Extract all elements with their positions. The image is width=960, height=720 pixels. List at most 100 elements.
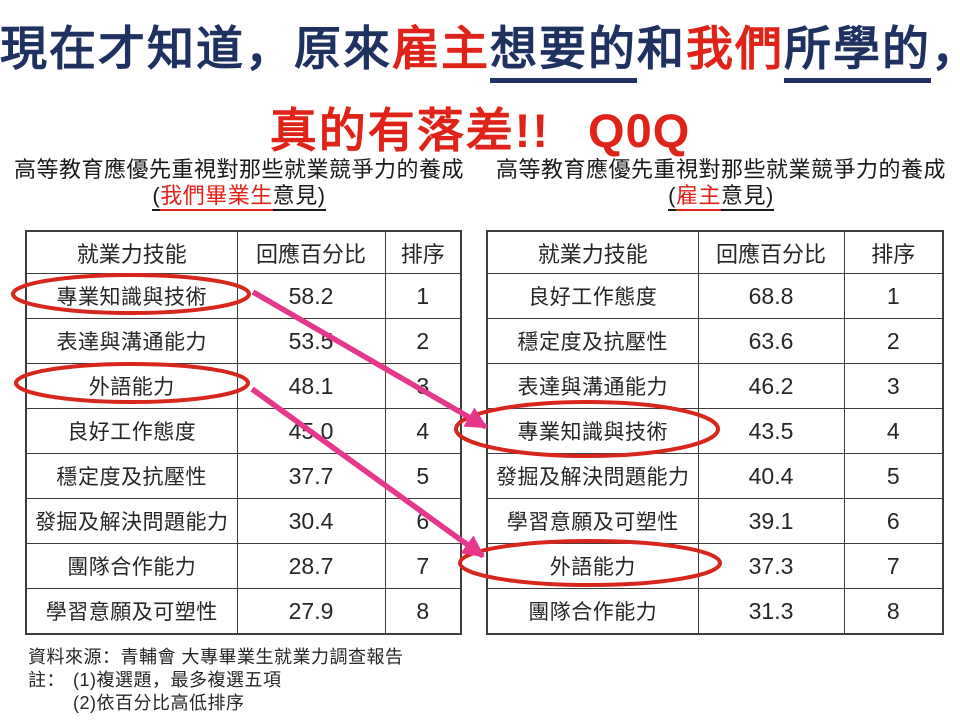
percent-cell: 30.4 xyxy=(236,498,386,544)
table-row: 表達與溝通能力 46.2 3 xyxy=(486,363,944,409)
title-text: 現在才知道，原來 xyxy=(0,22,392,75)
rank-cell: 7 xyxy=(384,543,462,589)
percent-cell: 31.3 xyxy=(697,588,845,635)
skill-cell: 專業知識與技術 xyxy=(486,408,699,454)
skill-cell: 發掘及解決問題能力 xyxy=(25,498,238,544)
column-header-skill: 就業力技能 xyxy=(486,230,699,274)
column-header-skill: 就業力技能 xyxy=(25,230,238,274)
percent-cell: 37.3 xyxy=(697,543,845,589)
skill-cell: 發掘及解決問題能力 xyxy=(486,453,699,499)
rank-cell: 2 xyxy=(843,318,944,364)
percent-cell: 68.8 xyxy=(697,273,845,319)
note-row: 註： (1)複選題，最多複選五項 (2)依百分比高低排序 xyxy=(28,669,404,715)
table-row: 發掘及解決問題能力 30.4 6 xyxy=(25,498,462,544)
skill-cell: 學習意願及可塑性 xyxy=(486,498,699,544)
rank-cell: 1 xyxy=(843,273,944,319)
skill-cell: 團隊合作能力 xyxy=(25,543,238,589)
skill-cell: 表達與溝通能力 xyxy=(486,363,699,409)
right-table-heading: 高等教育應優先重視對那些就業競爭力的養成 (雇主意見) xyxy=(482,157,960,211)
title-gap-text: 真的有落差!! xyxy=(269,104,551,157)
footer-notes: 資料來源：青輔會 大專畢業生就業力調查報告 註： (1)複選題，最多複選五項 (… xyxy=(28,646,404,715)
percent-cell: 40.4 xyxy=(697,453,845,499)
note-label: 註： xyxy=(28,670,65,690)
table-row: 團隊合作能力 28.7 7 xyxy=(25,543,462,589)
skill-cell: 專業知識與技術 xyxy=(25,273,238,319)
column-header-percent: 回應百分比 xyxy=(697,230,845,274)
skill-cell: 學習意願及可塑性 xyxy=(25,588,238,635)
column-header-rank: 排序 xyxy=(384,230,462,274)
table-row: 團隊合作能力 31.3 8 xyxy=(486,588,944,635)
left-table-heading: 高等教育應優先重視對那些就業競爭力的養成 (我們畢業生意見) xyxy=(0,157,478,211)
table-row: 穩定度及抗壓性 37.7 5 xyxy=(25,453,462,499)
table-row: 外語能力 37.3 7 xyxy=(486,543,944,589)
rank-cell: 2 xyxy=(384,318,462,364)
title-text-and: 和 xyxy=(637,22,686,75)
table-row: 專業知識與技術 43.5 4 xyxy=(486,408,944,454)
right-heading-rest: 意見) xyxy=(721,183,774,211)
rank-cell: 5 xyxy=(384,453,462,499)
title-text-learned: 所學的 xyxy=(784,22,931,83)
left-heading-highlight: 我們畢業生 xyxy=(160,183,273,211)
table-row: 良好工作態度 45.0 4 xyxy=(25,408,462,454)
table-header-row: 就業力技能 回應百分比 排序 xyxy=(25,230,462,274)
employers-table: 就業力技能 回應百分比 排序 良好工作態度 68.8 1 穩定度及抗壓性 63.6 2 … xyxy=(486,230,944,635)
rank-cell: 3 xyxy=(843,363,944,409)
table-row: 發掘及解決問題能力 40.4 5 xyxy=(486,453,944,499)
table-row: 外語能力 48.1 3 xyxy=(25,363,462,409)
percent-cell: 58.2 xyxy=(236,273,386,319)
rank-cell: 4 xyxy=(843,408,944,454)
percent-cell: 53.5 xyxy=(236,318,386,364)
right-heading-highlight: 雇主 xyxy=(675,183,721,211)
note-line-1: (1)複選題，最多複選五項 xyxy=(73,670,282,690)
right-paren-open: ( xyxy=(668,183,676,211)
left-paren-open: ( xyxy=(152,183,161,211)
skill-cell: 良好工作態度 xyxy=(25,408,238,454)
percent-cell: 39.1 xyxy=(697,498,845,544)
table-row: 學習意願及可塑性 39.1 6 xyxy=(486,498,944,544)
percent-cell: 48.1 xyxy=(236,363,386,409)
skill-cell: 外語能力 xyxy=(486,543,699,589)
slide-title-line2: 真的有落差!! Q0Q xyxy=(0,92,960,161)
rank-cell: 3 xyxy=(384,363,462,409)
percent-cell: 27.9 xyxy=(236,588,386,635)
note-body: (1)複選題，最多複選五項 (2)依百分比高低排序 xyxy=(73,669,282,715)
table-row: 專業知識與技術 58.2 1 xyxy=(25,273,462,319)
right-heading-line1: 高等教育應優先重視對那些就業競爭力的養成 xyxy=(495,157,946,182)
rank-cell: 5 xyxy=(843,453,944,499)
percent-cell: 43.5 xyxy=(697,408,845,454)
left-heading-line2: (我們畢業生意見) xyxy=(0,183,478,211)
percent-cell: 46.2 xyxy=(697,363,845,409)
note-line-2: (2)依百分比高低排序 xyxy=(73,693,245,713)
right-heading-line2: (雇主意見) xyxy=(482,183,960,211)
left-heading-rest: 意見) xyxy=(272,183,326,211)
table-row: 表達與溝通能力 53.5 2 xyxy=(25,318,462,364)
table-row: 學習意願及可塑性 27.9 8 xyxy=(25,588,462,635)
percent-cell: 45.0 xyxy=(236,408,386,454)
percent-cell: 37.7 xyxy=(236,453,386,499)
rank-cell: 8 xyxy=(843,588,944,635)
column-header-percent: 回應百分比 xyxy=(236,230,386,274)
title-emoticon: Q0Q xyxy=(588,104,691,157)
rank-cell: 7 xyxy=(843,543,944,589)
rank-cell: 4 xyxy=(384,408,462,454)
title-text-employer: 雇主 xyxy=(392,22,490,75)
title-text-we: 我們 xyxy=(686,22,784,75)
percent-cell: 28.7 xyxy=(236,543,386,589)
percent-cell: 63.6 xyxy=(697,318,845,364)
data-source-line: 資料來源：青輔會 大專畢業生就業力調查報告 xyxy=(28,647,404,667)
rank-cell: 6 xyxy=(843,498,944,544)
rank-cell: 8 xyxy=(384,588,462,635)
skill-cell: 穩定度及抗壓性 xyxy=(25,453,238,499)
column-header-rank: 排序 xyxy=(843,230,944,274)
title-text-wanted: 想要的 xyxy=(490,22,637,83)
rank-cell: 1 xyxy=(384,273,462,319)
rank-cell: 6 xyxy=(384,498,462,544)
skill-cell: 外語能力 xyxy=(25,363,238,409)
title-text-comma: ， xyxy=(931,22,960,75)
table-row: 良好工作態度 68.8 1 xyxy=(486,273,944,319)
table-row: 穩定度及抗壓性 63.6 2 xyxy=(486,318,944,364)
skill-cell: 良好工作態度 xyxy=(486,273,699,319)
skill-cell: 表達與溝通能力 xyxy=(25,318,238,364)
slide-title-line1: 現在才知道，原來雇主想要的和我們所學的， xyxy=(0,10,960,83)
